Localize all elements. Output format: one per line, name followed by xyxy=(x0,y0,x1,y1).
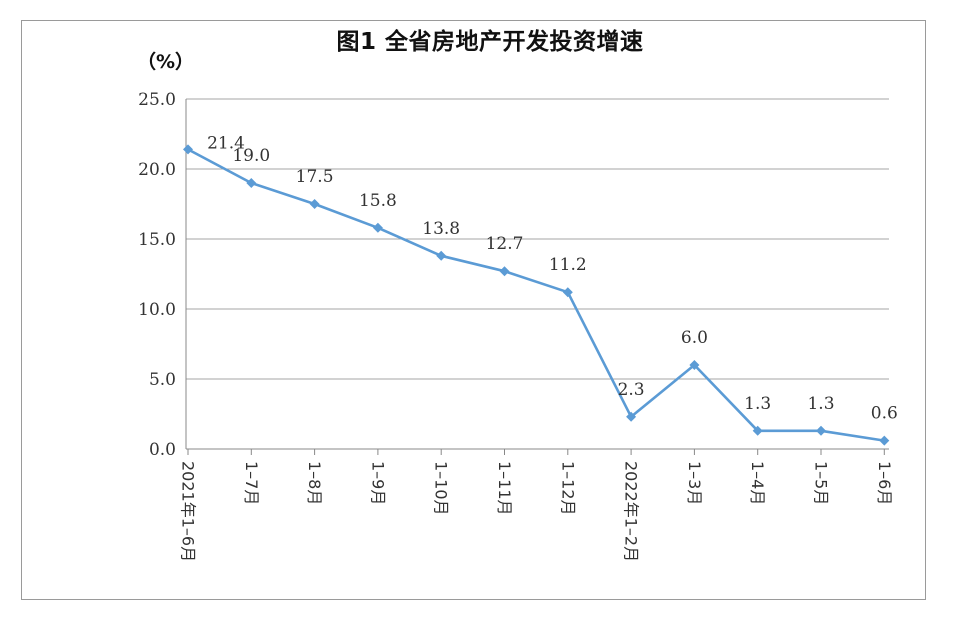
data-label: 2.3 xyxy=(618,380,645,400)
x-tick-label: 1–3月 xyxy=(685,461,704,505)
series-polyline xyxy=(187,148,885,442)
data-label: 19.0 xyxy=(232,146,270,166)
data-label: 1.3 xyxy=(807,394,834,414)
data-point-marker xyxy=(626,411,637,422)
y-tick-label: 5.0 xyxy=(149,370,176,390)
x-tick-label: 1–10月 xyxy=(432,461,451,516)
x-tick-label: 1–9月 xyxy=(368,461,387,505)
x-tick-label: 1–5月 xyxy=(812,461,831,505)
data-point-marker xyxy=(309,199,320,209)
x-axis-labels: 2021年1–6月 1–7月 1–8月 1–9月 1–10月 1–11月 1–12月 2022… xyxy=(179,461,894,562)
series-line xyxy=(187,148,885,442)
x-tick-label: 1–7月 xyxy=(242,461,261,505)
data-label: 12.7 xyxy=(486,234,524,254)
data-label: 11.2 xyxy=(549,255,587,275)
y-tick-label: 20.0 xyxy=(138,160,176,180)
data-label: 13.8 xyxy=(422,219,460,239)
chart-title: 图1 全省房地产开发投资增速 xyxy=(336,29,644,55)
x-tick-label: 1–6月 xyxy=(875,461,894,505)
x-tick-label: 2021年1–6月 xyxy=(179,461,198,562)
data-label: 21.4 xyxy=(207,133,245,153)
gridlines xyxy=(186,98,889,450)
y-axis-unit-label: （%） xyxy=(137,51,195,73)
x-tick-label: 1–11月 xyxy=(495,461,514,516)
data-point-marker xyxy=(246,178,257,188)
data-label: 17.5 xyxy=(296,167,334,187)
data-points xyxy=(183,144,890,446)
data-point-marker xyxy=(816,425,826,436)
y-tick-label: 0.0 xyxy=(149,440,176,460)
data-labels: 21.419.0 17.5 15.8 13.8 12.7 11.2 2.3 6.0 1.3 1.3… xyxy=(207,133,898,423)
y-tick-label: 10.0 xyxy=(138,300,176,320)
data-point-marker xyxy=(752,425,763,436)
data-point-marker xyxy=(372,222,383,233)
data-point-marker xyxy=(562,287,573,298)
data-label: 15.8 xyxy=(359,191,397,211)
axes xyxy=(185,99,885,455)
data-point-marker xyxy=(436,250,447,261)
data-label: 6.0 xyxy=(681,328,708,348)
y-tick-label: 25.0 xyxy=(138,90,176,110)
data-label: 0.6 xyxy=(871,404,898,424)
x-tick-label: 2022年1–2月 xyxy=(622,461,641,562)
y-axis-ticks: 0.0 5.0 10.0 15.0 20.0 25.0 xyxy=(138,90,176,460)
data-point-marker xyxy=(689,360,700,370)
x-tick-label: 1–12月 xyxy=(558,461,577,516)
data-point-marker xyxy=(499,266,510,277)
data-point-marker xyxy=(183,144,193,155)
x-tick-label: 1–8月 xyxy=(305,461,324,505)
data-label: 1.3 xyxy=(744,394,771,414)
x-tick-label: 1–4月 xyxy=(748,461,767,505)
data-point-marker xyxy=(879,435,890,446)
chart-frame xyxy=(21,20,926,600)
y-tick-label: 15.0 xyxy=(138,230,176,250)
